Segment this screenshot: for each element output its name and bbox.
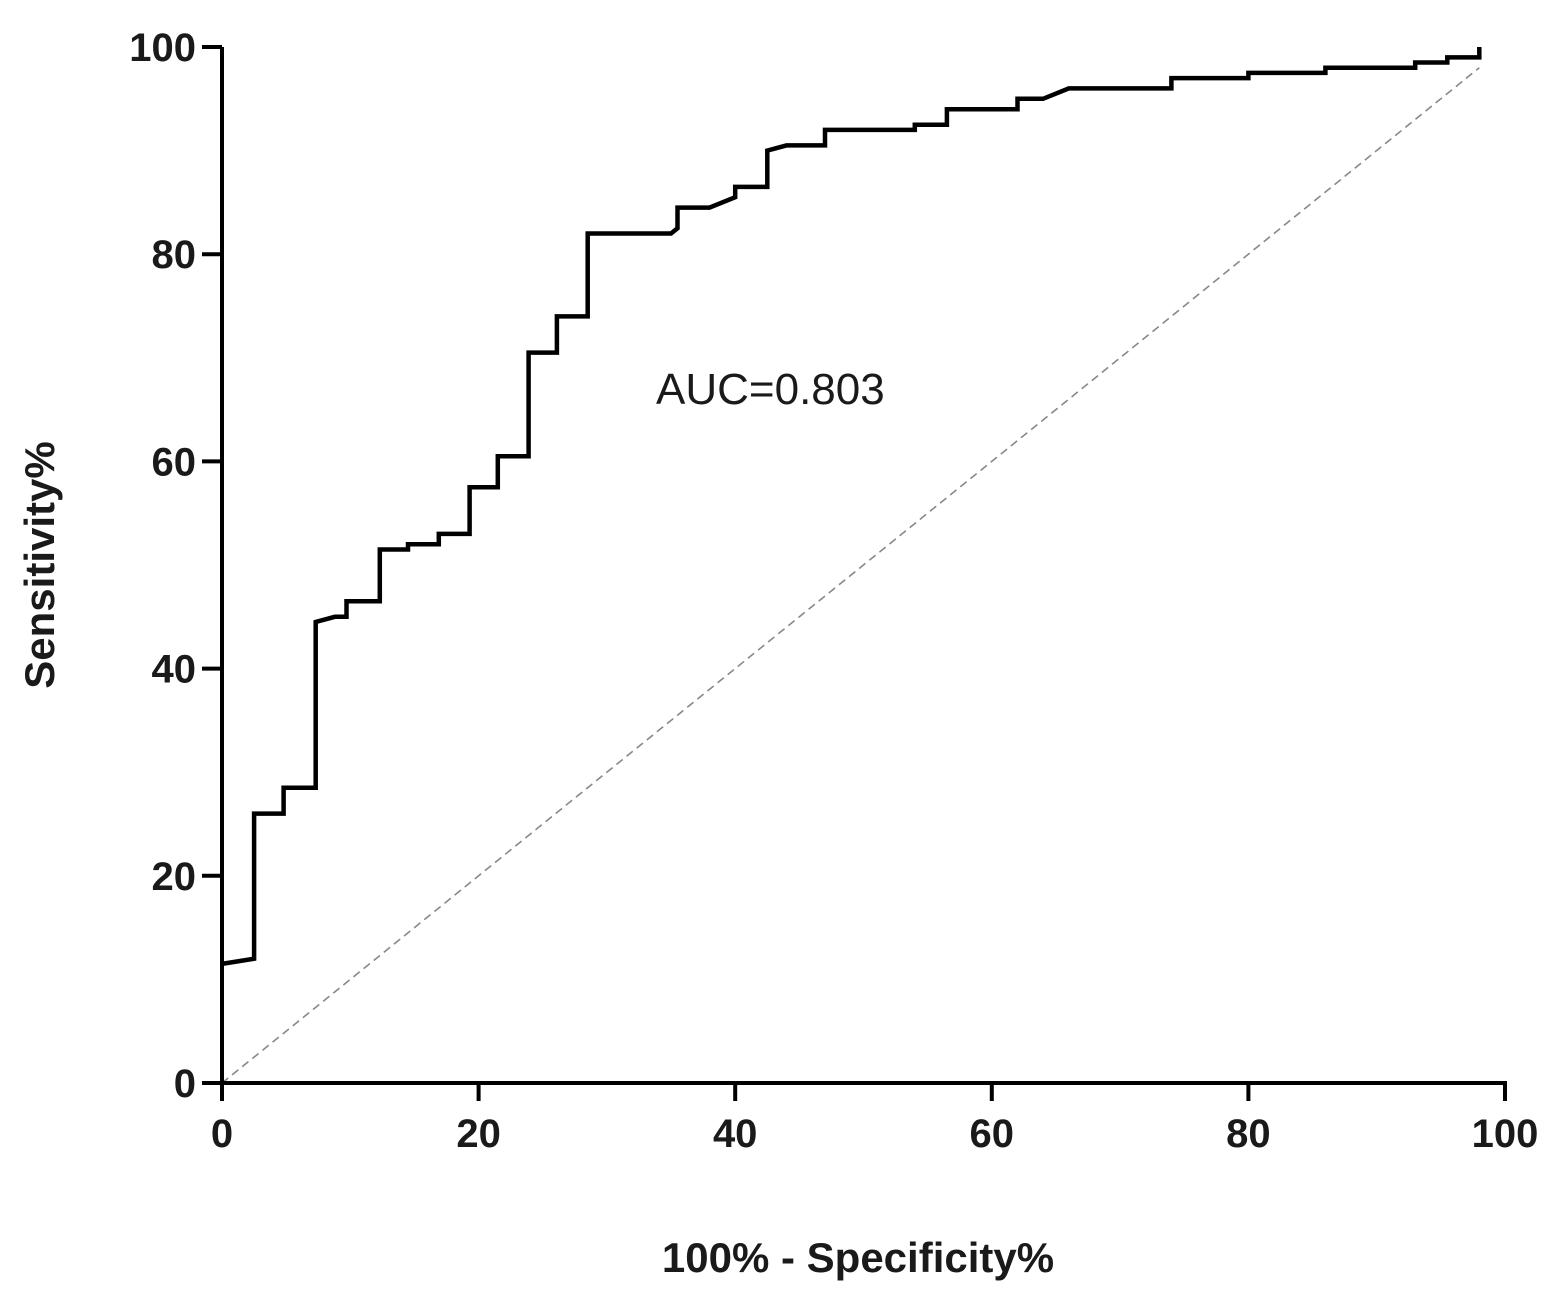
- y-tick-label: 40: [152, 648, 197, 692]
- x-tick-label: 80: [1226, 1112, 1271, 1156]
- x-axis-title: 100% - Specificity%: [662, 1234, 1054, 1281]
- y-tick-label: 80: [152, 233, 197, 277]
- y-tick-label: 20: [152, 855, 197, 899]
- y-tick-label: 60: [152, 440, 197, 484]
- x-tick-label: 100: [1472, 1112, 1539, 1156]
- x-tick-label: 20: [456, 1112, 501, 1156]
- x-tick-label: 0: [211, 1112, 233, 1156]
- y-axis-title: Sensitivity%: [16, 441, 63, 688]
- reference-diagonal-line: [221, 67, 1480, 1084]
- y-tick-label: 0: [174, 1062, 196, 1106]
- x-tick-label: 60: [970, 1112, 1015, 1156]
- y-tick-label: 100: [129, 26, 196, 70]
- roc-curve: [221, 47, 1482, 967]
- auc-annotation: AUC=0.803: [656, 365, 885, 414]
- x-tick-label: 40: [713, 1112, 758, 1156]
